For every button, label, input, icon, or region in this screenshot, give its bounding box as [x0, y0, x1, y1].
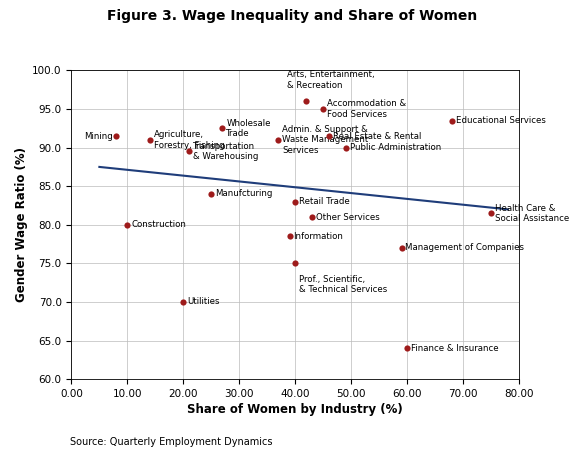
Text: Real Estate & Rental: Real Estate & Rental: [333, 132, 421, 141]
Point: [307, 213, 317, 220]
Point: [285, 233, 294, 240]
Text: Agriculture,
Forestry, Fishing: Agriculture, Forestry, Fishing: [154, 130, 224, 150]
Y-axis label: Gender Wage Ratio (%): Gender Wage Ratio (%): [15, 147, 28, 302]
Point: [207, 190, 216, 198]
Text: Information: Information: [294, 232, 343, 241]
Point: [112, 132, 121, 140]
Text: Source: Quarterly Employment Dynamics: Source: Quarterly Employment Dynamics: [70, 436, 273, 446]
Point: [218, 125, 227, 132]
Point: [291, 260, 300, 267]
Point: [274, 136, 283, 144]
Text: Mining: Mining: [84, 132, 113, 141]
Point: [341, 144, 350, 151]
X-axis label: Share of Women by Industry (%): Share of Women by Industry (%): [187, 403, 403, 416]
Text: Admin. & Support &
Waste Management
Services: Admin. & Support & Waste Management Serv…: [282, 125, 369, 155]
Text: Public Administration: Public Administration: [349, 143, 441, 152]
Text: Construction: Construction: [131, 220, 186, 229]
Text: Accommodation &
Food Services: Accommodation & Food Services: [327, 99, 406, 119]
Text: Wholesale
Trade: Wholesale Trade: [227, 119, 271, 138]
Text: Retail Trade: Retail Trade: [299, 197, 350, 206]
Text: Utilities: Utilities: [187, 298, 220, 307]
Point: [397, 244, 406, 251]
Text: Figure 3. Wage Inequality and Share of Women: Figure 3. Wage Inequality and Share of W…: [107, 9, 477, 23]
Text: Finance & Insurance: Finance & Insurance: [411, 344, 499, 353]
Text: Other Services: Other Services: [316, 212, 380, 222]
Point: [302, 98, 311, 105]
Point: [123, 221, 132, 229]
Point: [179, 299, 188, 306]
Point: [447, 117, 457, 124]
Point: [318, 106, 328, 113]
Text: Educational Services: Educational Services: [456, 116, 545, 125]
Point: [402, 345, 412, 352]
Text: Prof., Scientific,
& Technical Services: Prof., Scientific, & Technical Services: [299, 275, 387, 295]
Text: Arts, Entertainment,
& Recreation: Arts, Entertainment, & Recreation: [287, 70, 374, 90]
Point: [184, 148, 193, 155]
Text: Transportation
& Warehousing: Transportation & Warehousing: [193, 142, 258, 161]
Text: Manufcturing: Manufcturing: [215, 189, 273, 198]
Point: [291, 198, 300, 205]
Text: Health Care &
Social Assistance: Health Care & Social Assistance: [495, 203, 569, 223]
Point: [145, 136, 154, 144]
Point: [486, 210, 496, 217]
Point: [324, 132, 333, 140]
Text: Management of Companies: Management of Companies: [405, 243, 524, 252]
